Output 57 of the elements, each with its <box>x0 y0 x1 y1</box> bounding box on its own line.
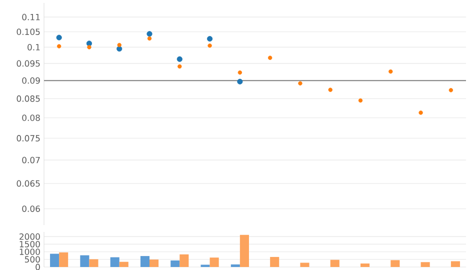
bar <box>119 262 128 267</box>
y-tick-label: 500 <box>24 256 40 263</box>
bar <box>150 260 159 267</box>
point <box>176 56 182 62</box>
point <box>87 45 92 50</box>
bar <box>230 264 240 267</box>
y-tick-label: 0.09 <box>22 77 40 84</box>
bar <box>420 262 430 267</box>
point <box>56 44 62 48</box>
bar <box>50 254 60 267</box>
bar <box>140 256 150 267</box>
bar <box>450 261 460 267</box>
bar <box>240 234 249 267</box>
point <box>418 110 423 115</box>
bar <box>330 260 340 267</box>
point <box>388 69 393 74</box>
y-tick-label: 0.06 <box>22 206 40 212</box>
y-tick-label: 0.105 <box>16 28 40 35</box>
point <box>117 42 122 48</box>
bar <box>360 264 370 267</box>
y-tick-label: 1500 <box>20 240 40 248</box>
y-tick-label: 1000 <box>20 248 40 255</box>
bar <box>390 260 400 267</box>
y-tick-label: 0.095 <box>16 60 40 67</box>
point <box>237 78 243 84</box>
point <box>328 88 332 92</box>
point <box>86 40 92 46</box>
y-tick-label: 0 <box>36 264 40 270</box>
y-tick-label: 0.065 <box>16 180 40 187</box>
point <box>448 88 454 92</box>
point <box>146 31 152 37</box>
point <box>268 56 272 60</box>
point <box>208 44 212 48</box>
bar <box>170 260 180 267</box>
bar <box>300 262 310 267</box>
y-tick-label: 0.075 <box>16 135 40 142</box>
point <box>238 70 242 75</box>
y-tick-label: 0.085 <box>16 95 40 102</box>
point <box>147 36 152 41</box>
bar <box>270 256 280 267</box>
point <box>56 34 62 40</box>
bar <box>110 257 120 267</box>
y-tick-label: 0.08 <box>22 114 40 121</box>
point <box>206 36 213 42</box>
bar <box>210 258 219 267</box>
point <box>178 64 182 69</box>
point <box>116 46 122 52</box>
bar <box>80 255 90 267</box>
bar <box>180 254 189 267</box>
bar <box>89 259 98 267</box>
bar <box>59 252 68 267</box>
point <box>298 81 302 86</box>
y-tick-label: 0.1 <box>28 44 40 50</box>
y-tick-label: 0.11 <box>22 14 40 20</box>
y-tick-label: 2000 <box>20 233 40 240</box>
y-tick-label: 0.07 <box>22 156 40 164</box>
point <box>358 98 363 103</box>
